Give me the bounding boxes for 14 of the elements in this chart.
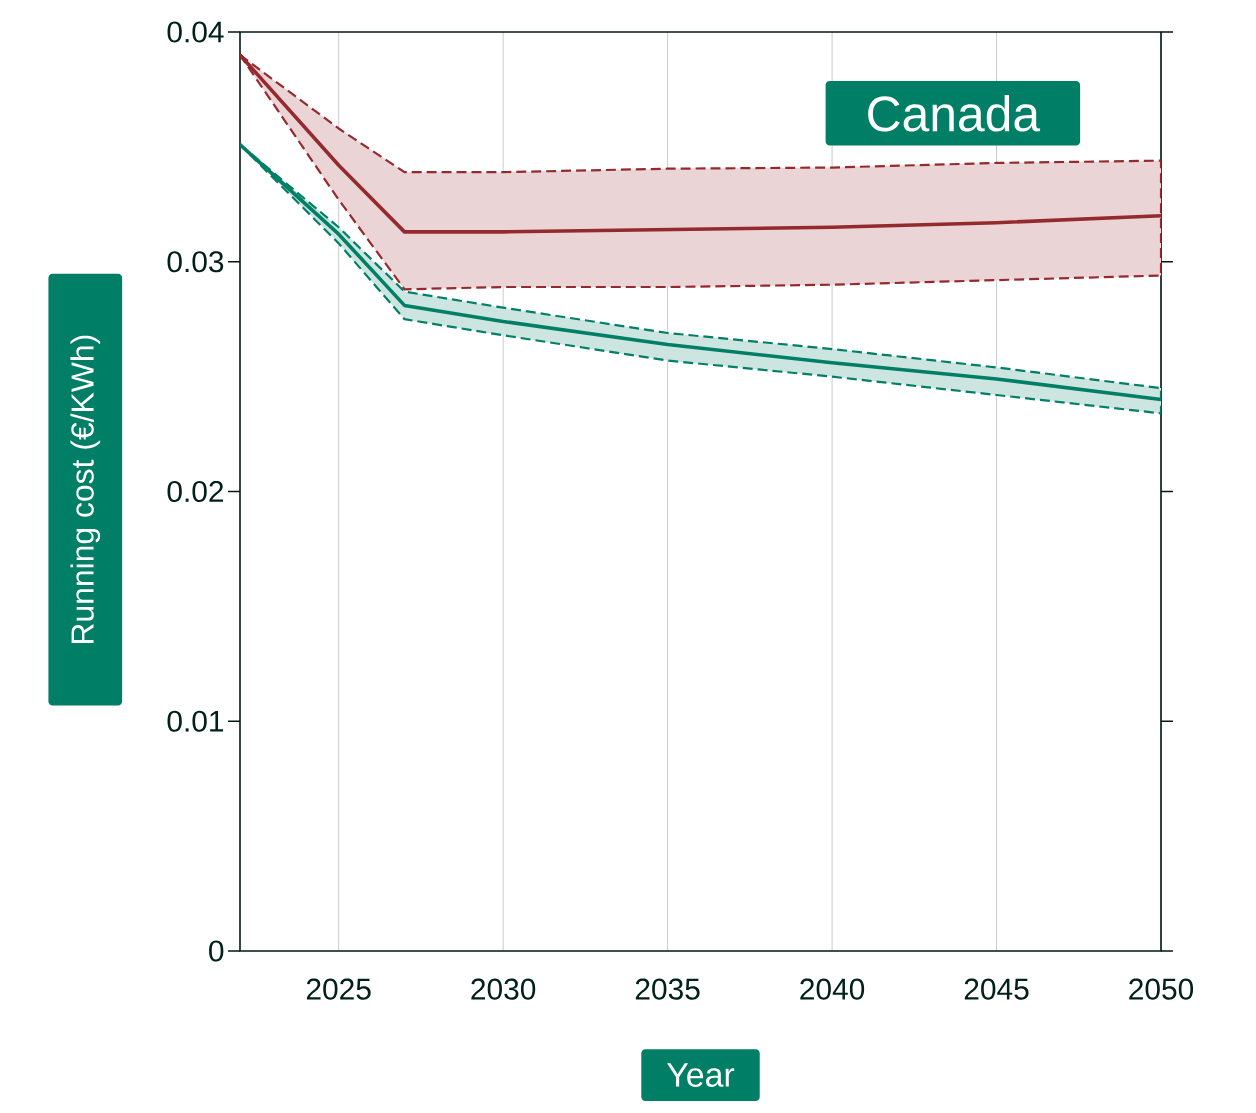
y-tick-label: 0	[209, 940, 224, 962]
y-axis-title: Running cost (€/KWh)	[70, 335, 101, 643]
y-tick-label: 0.03	[167, 251, 224, 273]
y-tick-label: 0.02	[167, 480, 224, 503]
x-tick-label: 2045	[964, 978, 1029, 1000]
x-axis-title: Year	[667, 1063, 735, 1087]
y-tick-label: 0.04	[167, 21, 224, 43]
x-tick-label: 2030	[471, 978, 536, 1000]
x-tick-label: 2040	[800, 978, 865, 1000]
x-tick-label: 2035	[635, 978, 700, 1000]
text: Canada	[868, 95, 1041, 132]
x-tick-label: 2025	[306, 978, 371, 1000]
x-tick-label: 2050	[1129, 978, 1194, 1000]
y-tick-label: 0.01	[167, 710, 224, 732]
